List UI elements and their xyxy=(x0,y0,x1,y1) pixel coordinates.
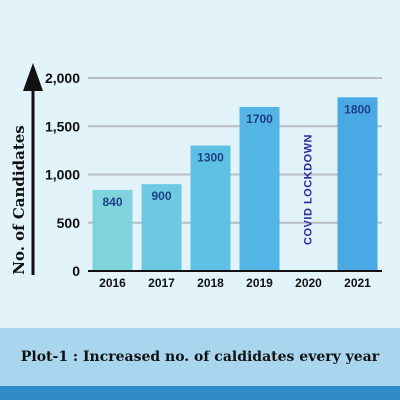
chart-caption: Plot-1 : Increased no. of caldidates eve… xyxy=(20,349,380,365)
y-tick-label: 0 xyxy=(72,263,80,279)
bar-value-label: 900 xyxy=(151,189,171,203)
bars xyxy=(92,97,378,271)
bar xyxy=(239,106,280,271)
x-tick-label: 2017 xyxy=(148,276,175,290)
bar xyxy=(92,189,133,271)
bar-value-label: 1700 xyxy=(246,112,273,126)
x-tick-label: 2018 xyxy=(197,276,224,290)
bottom-stripe xyxy=(0,386,400,400)
x-tick-label: 2021 xyxy=(344,276,371,290)
bar-value-label: 840 xyxy=(102,195,122,209)
y-tick-label: 500 xyxy=(57,215,81,231)
bar xyxy=(337,97,378,271)
grid-lines xyxy=(88,77,382,224)
bar xyxy=(190,145,231,271)
y-axis-arrow-icon xyxy=(23,63,43,91)
x-tick-label: 2016 xyxy=(99,276,126,290)
caption-band: Plot-1 : Increased no. of caldidates eve… xyxy=(0,328,400,386)
x-tick-label: 2020 xyxy=(295,276,322,290)
bar-value-label: 1800 xyxy=(344,102,371,116)
y-tick-label: 2,000 xyxy=(45,70,80,86)
bar-chart: 0 500 1,000 1,500 2,000 840 2016 900 2017 1300 201… xyxy=(10,63,382,290)
axes: No. of Candidates xyxy=(10,63,382,275)
y-tick-label: 1,500 xyxy=(45,118,80,134)
covid-lockdown-annotation: COVID LOCKDOWN xyxy=(302,134,314,245)
labels: 0 500 1,000 1,500 2,000 840 2016 900 2017 1300 201… xyxy=(45,70,371,290)
bar-value-label: 1300 xyxy=(197,151,224,165)
x-tick-label: 2019 xyxy=(246,276,273,290)
bar xyxy=(141,184,182,271)
y-axis-title: No. of Candidates xyxy=(10,125,28,274)
y-tick-label: 1,000 xyxy=(45,167,80,183)
